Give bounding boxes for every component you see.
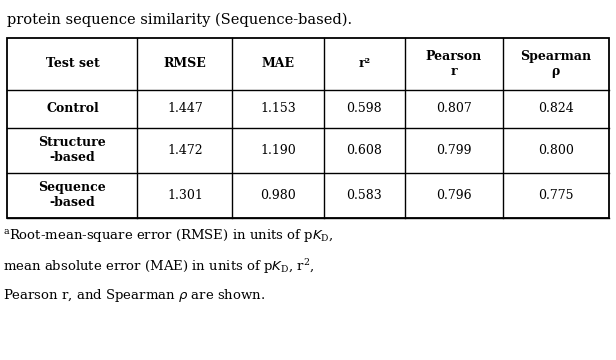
Bar — [7, 38, 609, 218]
Text: 0.583: 0.583 — [346, 189, 382, 202]
Text: 0.824: 0.824 — [538, 102, 573, 116]
Text: Spearman
ρ: Spearman ρ — [521, 50, 591, 78]
Text: 1.472: 1.472 — [167, 144, 203, 157]
Text: mean absolute error (MAE) in units of p$\mathit{K}_{\mathregular{D}}$, r$^{\math: mean absolute error (MAE) in units of p$… — [3, 257, 315, 276]
Text: Sequence
-based: Sequence -based — [39, 181, 107, 209]
Text: Control: Control — [46, 102, 99, 116]
Text: RMSE: RMSE — [164, 57, 206, 71]
Text: 0.608: 0.608 — [346, 144, 382, 157]
Text: 0.799: 0.799 — [436, 144, 472, 157]
Text: 1.301: 1.301 — [167, 189, 203, 202]
Text: 0.598: 0.598 — [346, 102, 382, 116]
Text: MAE: MAE — [262, 57, 294, 71]
Text: 0.796: 0.796 — [436, 189, 472, 202]
Text: 0.775: 0.775 — [538, 189, 573, 202]
Text: Test set: Test set — [46, 57, 99, 71]
Text: Pearson
r: Pearson r — [426, 50, 482, 78]
Text: 1.447: 1.447 — [167, 102, 203, 116]
Text: Pearson r, and Spearman $\rho$ are shown.: Pearson r, and Spearman $\rho$ are shown… — [3, 287, 265, 303]
Text: 1.153: 1.153 — [260, 102, 296, 116]
Text: 1.190: 1.190 — [260, 144, 296, 157]
Text: 0.807: 0.807 — [436, 102, 472, 116]
Text: 0.800: 0.800 — [538, 144, 574, 157]
Text: 0.980: 0.980 — [260, 189, 296, 202]
Text: $^{\mathregular{a}}$Root-mean-square error (RMSE) in units of p$\mathit{K}_{\mat: $^{\mathregular{a}}$Root-mean-square err… — [3, 227, 334, 244]
Text: Structure
-based: Structure -based — [39, 136, 107, 164]
Text: protein sequence similarity (Sequence-based).: protein sequence similarity (Sequence-ba… — [7, 13, 352, 27]
Text: r²: r² — [358, 57, 370, 71]
